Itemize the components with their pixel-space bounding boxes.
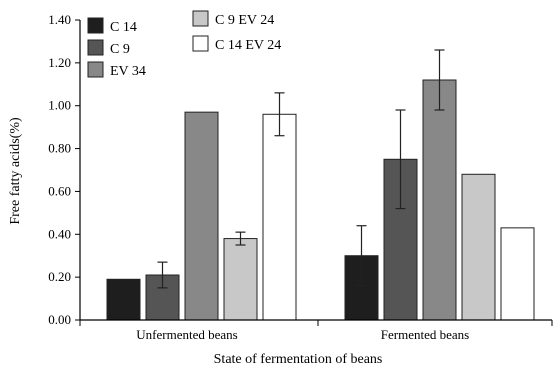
y-tick-label: 0.80 — [48, 141, 71, 156]
axes — [79, 20, 553, 326]
legend-swatch — [87, 61, 104, 78]
x-tick-label: Unfermented beans — [136, 327, 237, 342]
y-tick-label: 1.20 — [48, 55, 71, 70]
legend-swatch — [192, 35, 209, 52]
y-tick-label: 0.20 — [48, 269, 71, 284]
y-axis-ticks: 0.00 0.20 0.40 0.60 0.80 1.00 1.20 1.40 — [48, 12, 80, 327]
bar — [461, 173, 496, 321]
bar — [184, 111, 219, 321]
legend-label: C 9 — [110, 42, 130, 57]
legend-label: C 9 EV 24 — [215, 13, 274, 28]
legend-label: C 14 EV 24 — [215, 38, 281, 53]
bar — [262, 113, 297, 321]
bar — [422, 79, 457, 321]
x-axis-title: State of fermentation of beans — [214, 352, 383, 367]
x-tick-label: Fermented beans — [381, 327, 469, 342]
y-tick-label: 0.60 — [48, 183, 71, 198]
legend: C 14 C 9 EV 34 C 9 EV 24 C 14 EV 24 — [87, 10, 281, 79]
legend-swatch — [87, 39, 104, 56]
error-bars — [157, 49, 445, 289]
bar — [106, 278, 141, 321]
bars — [106, 79, 535, 321]
y-tick-label: 0.40 — [48, 226, 71, 241]
legend-swatch — [192, 10, 209, 27]
bar — [500, 227, 535, 321]
bar — [223, 238, 258, 321]
y-tick-label: 1.40 — [48, 12, 71, 27]
y-tick-label: 0.00 — [48, 312, 71, 327]
legend-swatch — [87, 17, 104, 34]
y-tick-label: 1.00 — [48, 98, 71, 113]
x-axis-tick-labels: Unfermented beans Fermented beans — [136, 327, 469, 342]
y-axis-title: Free fatty acids(%) — [8, 117, 23, 225]
legend-label: EV 34 — [110, 64, 146, 79]
legend-label: C 14 — [110, 20, 137, 35]
